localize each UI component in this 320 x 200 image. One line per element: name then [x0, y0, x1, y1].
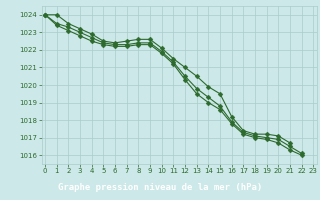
Text: Graphe pression niveau de la mer (hPa): Graphe pression niveau de la mer (hPa) — [58, 182, 262, 192]
